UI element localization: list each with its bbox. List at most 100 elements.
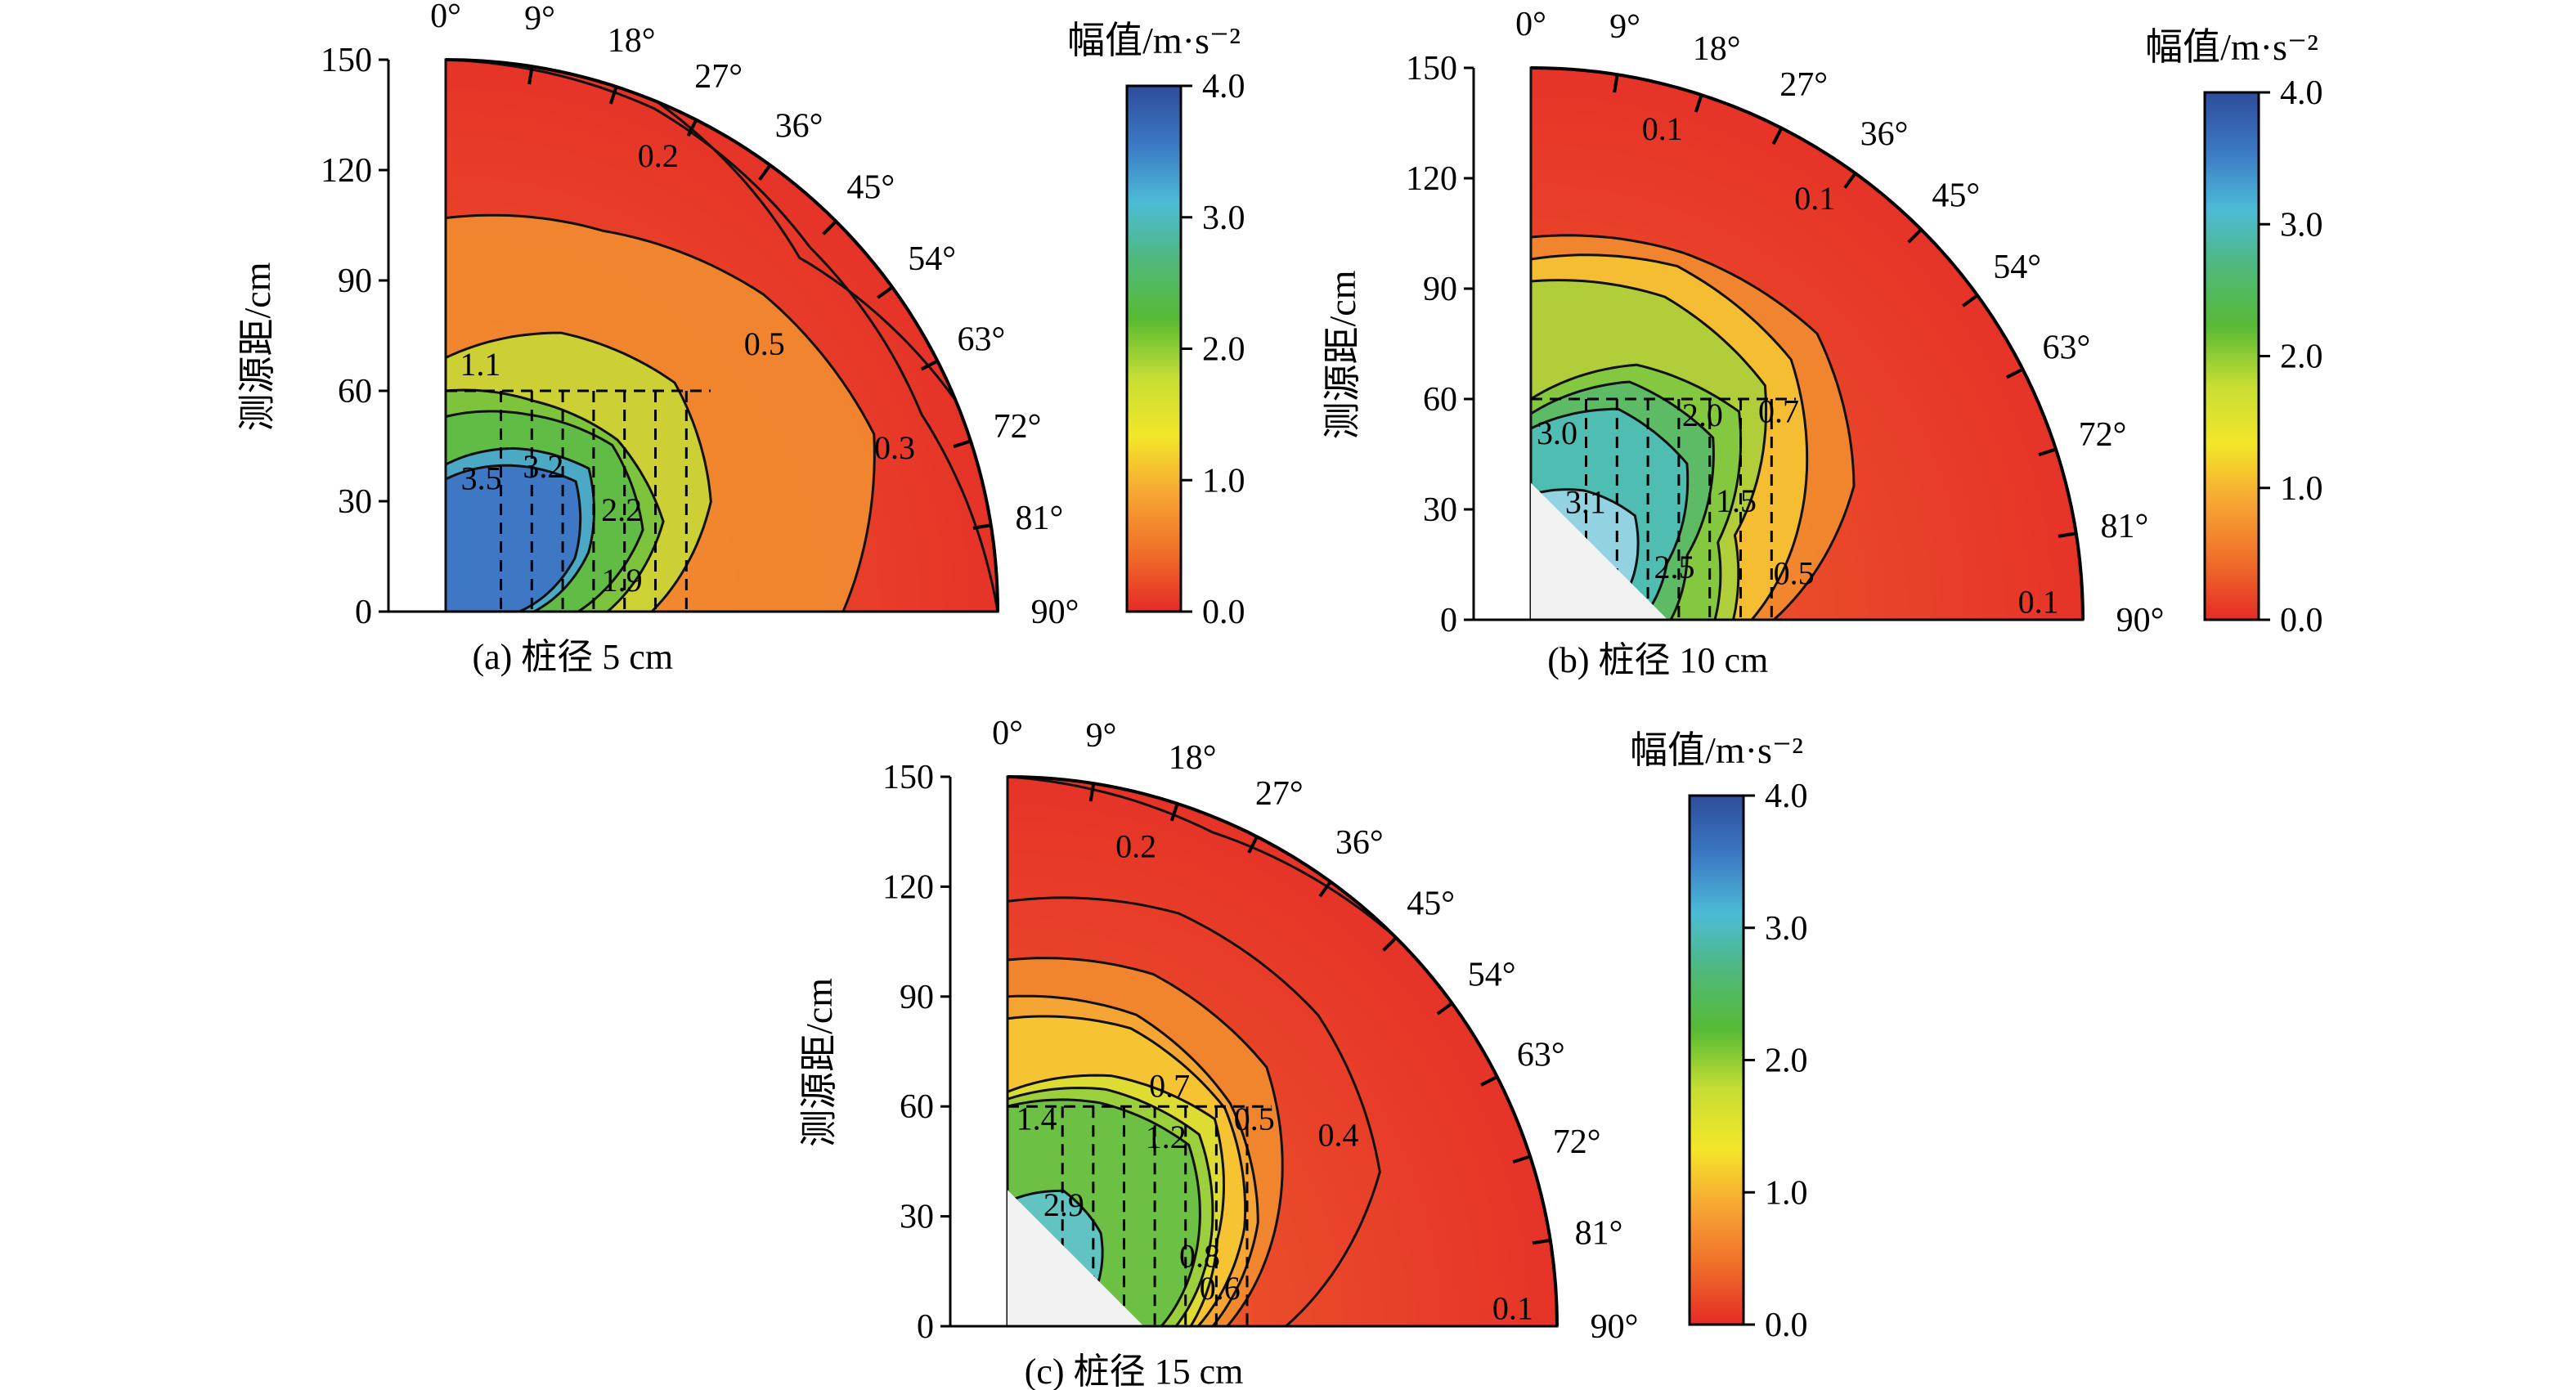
colorbar-tick-label: 3.0 <box>2280 206 2323 244</box>
colorbar-ramp <box>1688 794 1745 1326</box>
y-tick-label: 0 <box>917 1308 934 1346</box>
y-tick-label: 0 <box>1440 602 1457 639</box>
pile-void <box>1008 1190 1144 1326</box>
y-axis-label: 测源距/cm <box>798 978 840 1147</box>
contour-label: 0.5 <box>1774 554 1815 591</box>
angle-tick <box>1512 1155 1531 1164</box>
panel-caption: (c) 桩径 15 cm <box>1025 1352 1244 1390</box>
colorbar-c: 幅值/m·s⁻² 0.0 1.0 2.0 3.0 4.0 <box>1630 729 1807 1344</box>
contour-label: 2.0 <box>1682 397 1723 433</box>
angle-tick <box>2058 531 2077 538</box>
colorbar-tick-label: 3.0 <box>1202 200 1245 237</box>
angle-tick <box>2038 447 2057 457</box>
angle-tick-label: 63° <box>2042 329 2090 366</box>
angle-tick <box>822 220 837 235</box>
angle-tick-label: 81° <box>1016 500 1064 537</box>
contour-label: 0.2 <box>638 137 679 174</box>
angle-tick-label: 72° <box>2079 416 2127 454</box>
angle-tick <box>527 65 534 85</box>
angle-tick <box>953 439 972 449</box>
angle-tick <box>1169 803 1179 822</box>
angle-tick-label: 90° <box>2116 602 2165 639</box>
colorbar-title: 幅值/m·s⁻² <box>1067 20 1241 61</box>
y-tick-label: 60 <box>338 373 372 410</box>
angle-tick-label: 27° <box>1255 775 1304 813</box>
y-tick-label: 60 <box>1423 381 1457 419</box>
angle-tick-label: 18° <box>1693 30 1741 68</box>
contour-label: 0.1 <box>1794 180 1835 217</box>
colorbar-tick-label: 4.0 <box>1765 778 1808 815</box>
colorbar-b: 幅值/m·s⁻² 0.0 1.0 2.0 3.0 4.0 <box>2145 26 2322 639</box>
angle-tick-label: 72° <box>1553 1123 1601 1161</box>
angle-tick <box>1613 74 1619 93</box>
contour-0-4 <box>1006 896 1381 1328</box>
angle-tick <box>877 285 894 299</box>
contour-label: 0.1 <box>1492 1289 1533 1326</box>
panel-b: 0 30 60 90 120 150 测源距/cm 0° 9° 18° 27° 36° 45° 54° 63… <box>1322 6 2164 680</box>
y-axis-label: 测源距/cm <box>1322 270 1363 439</box>
contour-label: 0.2 <box>1115 827 1156 864</box>
contour-label: 2.5 <box>1654 549 1694 585</box>
contour-3-5 <box>444 464 582 613</box>
contour-label: 1.1 <box>460 346 500 383</box>
colorbar-tick-label: 2.0 <box>2280 339 2323 376</box>
colorbar-tick-label: 2.0 <box>1202 331 1245 369</box>
contour-label: 1.2 <box>1146 1119 1187 1155</box>
colorbar-tick-label: 0.0 <box>2280 602 2323 639</box>
contour-label: 0.3 <box>874 429 915 466</box>
angle-tick-label: 63° <box>1517 1037 1565 1074</box>
y-tick-label: 90 <box>900 979 934 1016</box>
angle-tick <box>920 359 939 371</box>
angle-tick-label: 63° <box>957 321 1005 358</box>
angle-tick-label: 18° <box>1169 739 1217 777</box>
angle-tick-label: 45° <box>1407 885 1455 922</box>
colorbar-tick-label: 4.0 <box>1202 68 1245 105</box>
angle-tick-label: 45° <box>846 168 895 206</box>
pile-void <box>1531 482 1668 620</box>
colorbar-tick-label: 2.0 <box>1765 1042 1808 1080</box>
contour-label: 0.1 <box>1642 110 1683 147</box>
colorbar-tick-label: 1.0 <box>2280 470 2323 508</box>
angle-tick-label: 90° <box>1591 1308 1639 1346</box>
y-tick-label: 30 <box>338 483 372 521</box>
colorbar-ramp <box>1125 84 1183 613</box>
angle-tick <box>1771 127 1784 146</box>
angle-tick-label: 9° <box>524 0 555 38</box>
contour-label: 1.9 <box>602 562 643 599</box>
colorbar-tick-label: 1.0 <box>1765 1174 1808 1212</box>
contour-label: 0.5 <box>1234 1101 1275 1137</box>
angle-tick <box>1382 936 1398 952</box>
angle-tick-label: 54° <box>1468 957 1516 994</box>
colorbar-title: 幅值/m·s⁻² <box>1630 729 1803 771</box>
contour-label: 0.7 <box>1149 1067 1190 1104</box>
contour-label: 0.4 <box>1318 1116 1359 1153</box>
contour-label: 3.0 <box>1537 415 1577 451</box>
angle-tick <box>686 119 698 137</box>
panel-a: 0 30 60 90 120 150 测源距/cm 0° 9° 18° 27° 36° 45° 54° 63… <box>236 0 1079 677</box>
angle-tick-label: 27° <box>694 58 743 96</box>
angle-tick <box>608 86 618 105</box>
y-tick-label: 120 <box>321 152 372 190</box>
angle-tick-label: 36° <box>775 107 824 145</box>
angle-tick-label: 0° <box>1515 6 1546 43</box>
contour-label: 0.8 <box>1179 1237 1220 1274</box>
angle-tick <box>1436 1002 1453 1016</box>
y-tick-label: 60 <box>900 1088 934 1126</box>
y-tick-label: 30 <box>1423 491 1457 529</box>
colorbar-a: 幅值/m·s⁻² 0.0 1.0 2.0 3.0 4.0 <box>1067 20 1245 631</box>
angle-tick <box>1962 294 1979 307</box>
angle-tick-label: 0° <box>992 715 1023 752</box>
y-tick-label: 150 <box>1406 50 1457 87</box>
angle-tick-label: 9° <box>1609 8 1640 46</box>
contour-label: 3.1 <box>1565 484 1606 521</box>
angle-tick-label: 36° <box>1335 824 1384 862</box>
y-axis-label: 测源距/cm <box>236 262 278 431</box>
y-tick-label: 90 <box>338 262 372 300</box>
angle-tick-label: 27° <box>1779 66 1828 104</box>
angle-tick-label: 54° <box>908 240 956 278</box>
colorbar-tick-label: 1.0 <box>1202 462 1245 500</box>
angle-tick <box>1532 1238 1551 1245</box>
y-tick-label: 30 <box>900 1199 934 1236</box>
angle-tick-label: 81° <box>2101 508 2149 545</box>
contour-0-3 <box>444 58 999 613</box>
